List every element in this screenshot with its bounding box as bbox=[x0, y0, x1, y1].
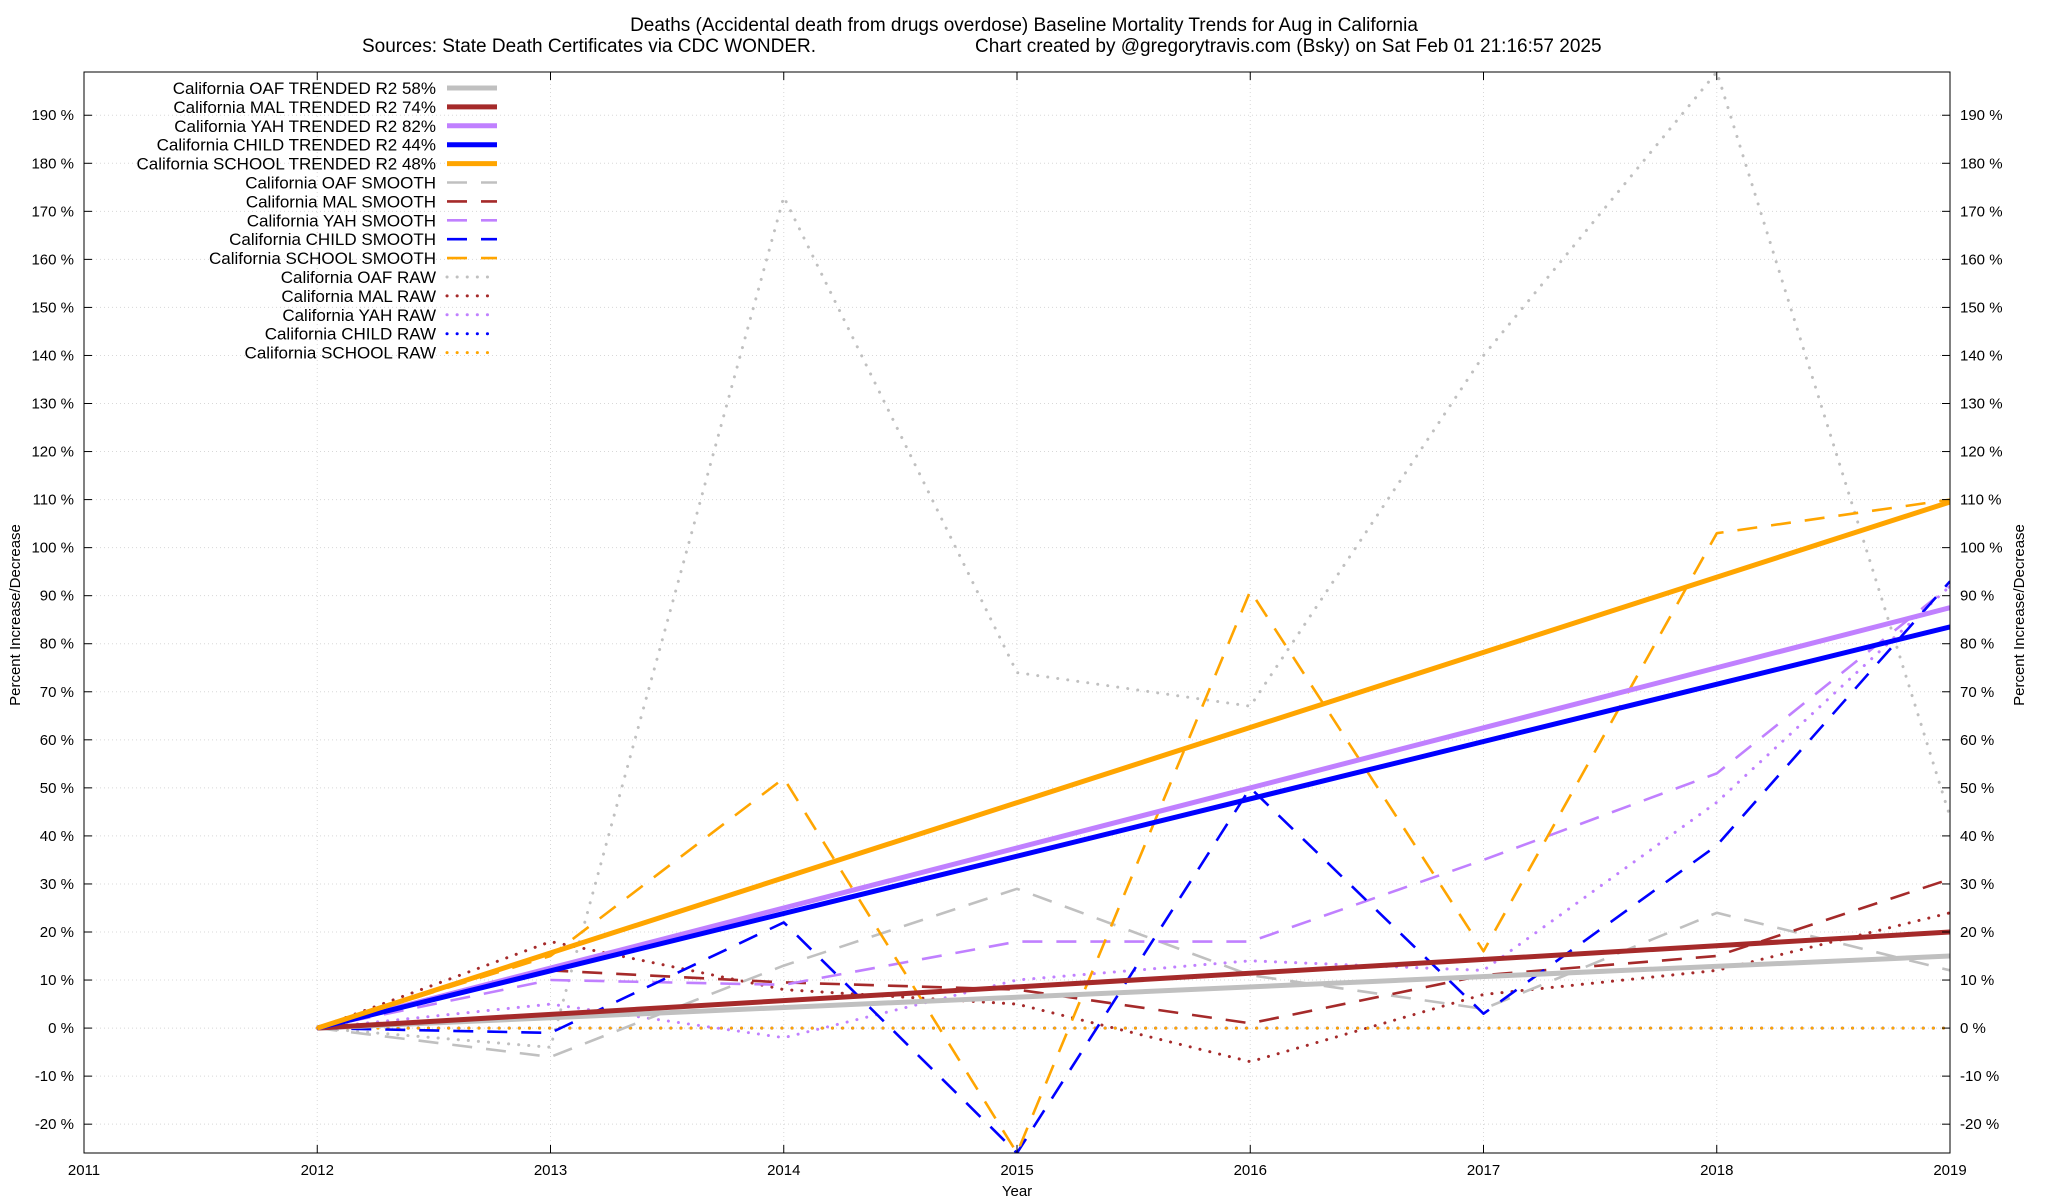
series-line bbox=[316, 498, 1950, 1153]
y-tick-label-left: 110 % bbox=[33, 492, 74, 509]
series-line bbox=[316, 605, 1950, 1031]
legend: California OAF TRENDED R2 58%California … bbox=[137, 79, 499, 363]
y-tick-label-left: 0 % bbox=[48, 1020, 74, 1037]
series-line bbox=[317, 929, 1950, 1031]
y-tick-label-right: -10 % bbox=[1960, 1068, 1999, 1085]
y-tick-label-right: 20 % bbox=[1960, 924, 1994, 941]
y-tick-label-right: 50 % bbox=[1960, 780, 1994, 797]
y-tick-label-left: 150 % bbox=[31, 299, 74, 316]
y-tick-label-right: 180 % bbox=[1960, 155, 2003, 172]
y-tick-label-left: -10 % bbox=[35, 1068, 74, 1085]
y-tick-label-left: 140 % bbox=[31, 347, 74, 364]
y-tick-label-right: 110 % bbox=[1960, 492, 2001, 509]
y-tick-label-left: 20 % bbox=[40, 924, 74, 941]
legend-label: California YAH TRENDED R2 82% bbox=[174, 117, 436, 136]
y-tick-label-right: 10 % bbox=[1960, 972, 1994, 989]
chart-title: Deaths (Accidental death from drugs over… bbox=[630, 15, 1418, 36]
x-tick-label: 2013 bbox=[534, 1162, 567, 1179]
x-tick-label: 2011 bbox=[68, 1162, 100, 1179]
y-tick-label-left: 50 % bbox=[40, 780, 74, 797]
x-tick-label: 2019 bbox=[1933, 1162, 1966, 1179]
y-axis-label-left: Percent Increase/Decrease bbox=[7, 524, 24, 706]
y-tick-label-left: 40 % bbox=[40, 828, 74, 845]
legend-label: California SCHOOL RAW bbox=[245, 344, 436, 363]
y-tick-label-left: 60 % bbox=[40, 732, 74, 749]
legend-label: California OAF TRENDED R2 58% bbox=[173, 79, 436, 98]
legend-label: California MAL TRENDED R2 74% bbox=[173, 98, 436, 117]
y-tick-label-left: 160 % bbox=[31, 251, 74, 268]
series-line bbox=[316, 624, 1950, 1031]
x-tick-label: 2016 bbox=[1234, 1162, 1267, 1179]
y-tick-label-right: 130 % bbox=[1960, 396, 2003, 413]
y-tick-label-right: 100 % bbox=[1960, 540, 2003, 557]
y-tick-label-left: 70 % bbox=[40, 684, 74, 701]
y-tick-label-right: 40 % bbox=[1960, 828, 1994, 845]
y-tick-label-left: 90 % bbox=[40, 588, 74, 605]
y-tick-label-left: 30 % bbox=[40, 876, 74, 893]
x-tick-label: 2014 bbox=[767, 1162, 800, 1179]
y-tick-label-left: 10 % bbox=[40, 972, 74, 989]
y-tick-label-right: 160 % bbox=[1960, 251, 2003, 268]
x-axis-label: Year bbox=[1002, 1183, 1032, 1200]
legend-label: California OAF SMOOTH bbox=[245, 174, 436, 193]
legend-label: California SCHOOL SMOOTH bbox=[209, 249, 436, 268]
y-tick-label-right: 0 % bbox=[1960, 1020, 1986, 1037]
y-tick-label-left: -20 % bbox=[35, 1116, 74, 1133]
x-tick-label: 2018 bbox=[1700, 1162, 1733, 1179]
series-line bbox=[317, 580, 1950, 1153]
y-tick-label-right: 70 % bbox=[1960, 684, 1994, 701]
y-axis-label-right: Percent Increase/Decrease bbox=[2011, 524, 2028, 706]
y-tick-label-right: 30 % bbox=[1960, 876, 1994, 893]
series-line bbox=[316, 877, 1950, 1030]
y-tick-label-left: 100 % bbox=[31, 540, 74, 557]
x-tick-label: 2012 bbox=[301, 1162, 334, 1179]
legend-label: California MAL SMOOTH bbox=[246, 192, 436, 211]
legend-label: California YAH SMOOTH bbox=[247, 211, 436, 230]
legend-label: California MAL RAW bbox=[281, 287, 436, 306]
legend-label: California OAF RAW bbox=[281, 268, 436, 287]
series-line bbox=[317, 585, 1950, 1030]
y-tick-label-right: 60 % bbox=[1960, 732, 1994, 749]
series-line bbox=[317, 887, 1950, 1059]
y-tick-label-right: 90 % bbox=[1960, 588, 1994, 605]
legend-label: California CHILD RAW bbox=[265, 325, 436, 344]
series-line bbox=[317, 953, 1950, 1031]
x-tick-label: 2015 bbox=[1000, 1162, 1033, 1179]
y-tick-label-right: -20 % bbox=[1960, 1116, 1999, 1133]
y-tick-label-left: 170 % bbox=[31, 203, 74, 220]
y-tick-label-right: 120 % bbox=[1960, 444, 2003, 461]
y-tick-label-left: 120 % bbox=[31, 444, 74, 461]
y-tick-label-right: 150 % bbox=[1960, 299, 2003, 316]
y-tick-label-left: 130 % bbox=[31, 396, 74, 413]
legend-label: California SCHOOL TRENDED R2 48% bbox=[137, 155, 436, 174]
series-line bbox=[316, 499, 1950, 1031]
axis-ticks: -20 % -20 % -10 % -10 % 0 % 0 % 10 % 10 % 20 % 20… bbox=[31, 72, 2003, 1179]
y-tick-label-left: 190 % bbox=[31, 107, 74, 124]
y-tick-label-right: 80 % bbox=[1960, 636, 1994, 653]
y-tick-label-right: 140 % bbox=[1960, 347, 2003, 364]
x-tick-label: 2017 bbox=[1467, 1162, 1500, 1179]
legend-label: California CHILD TRENDED R2 44% bbox=[157, 136, 436, 155]
legend-label: California CHILD SMOOTH bbox=[229, 230, 436, 249]
chart-subtitle-source: Sources: State Death Certificates via CD… bbox=[362, 36, 816, 57]
series-line bbox=[315, 911, 1950, 1064]
y-tick-label-left: 180 % bbox=[31, 155, 74, 172]
legend-label: California YAH RAW bbox=[282, 306, 436, 325]
y-tick-label-right: 170 % bbox=[1960, 203, 2003, 220]
chart-subtitle-credit: Chart created by @gregorytravis.com (Bsk… bbox=[975, 36, 1602, 57]
plot-series bbox=[315, 72, 1950, 1153]
y-tick-label-left: 80 % bbox=[40, 636, 74, 653]
y-tick-label-right: 190 % bbox=[1960, 107, 2003, 124]
series-line bbox=[315, 72, 1950, 1049]
